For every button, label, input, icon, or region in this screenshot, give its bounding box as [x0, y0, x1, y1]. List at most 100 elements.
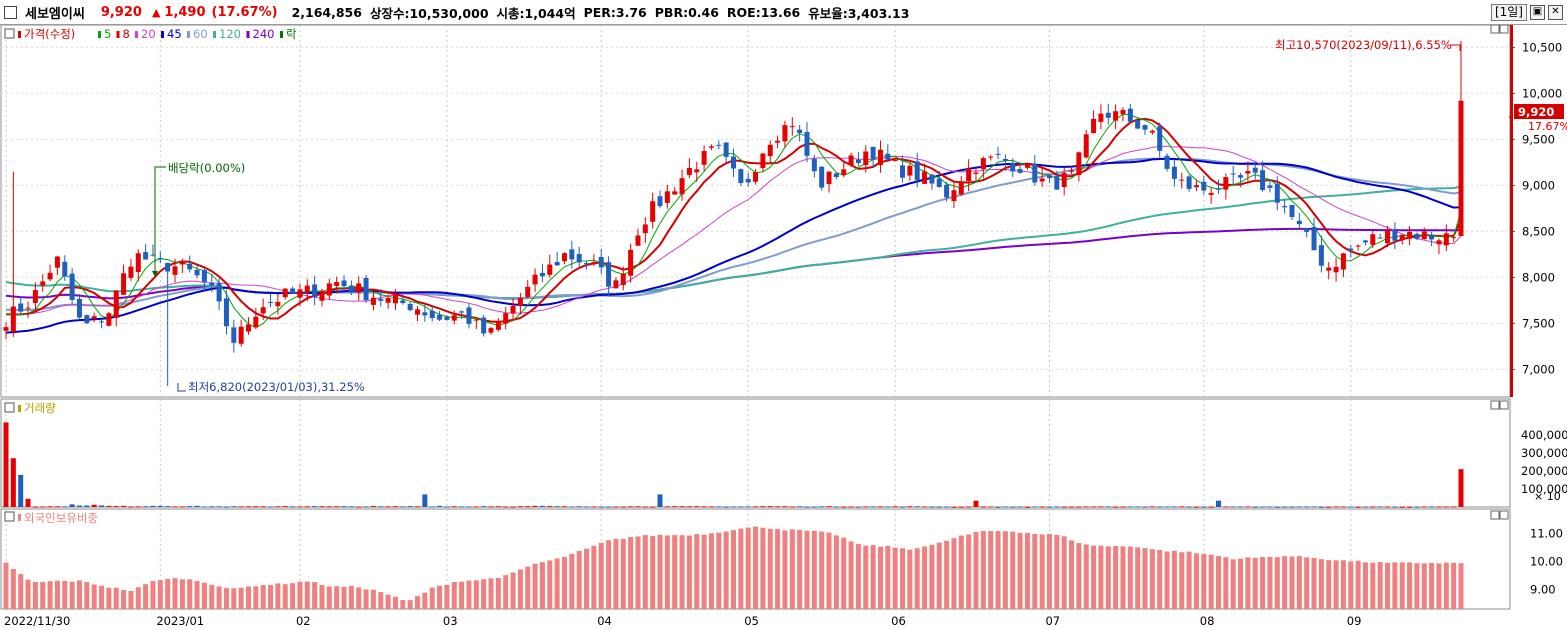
candle	[223, 298, 229, 327]
panel-restore-icon[interactable]	[1490, 400, 1500, 410]
candle	[811, 158, 817, 172]
x-axis-label: 09	[1347, 614, 1362, 628]
foreign-ratio-bar	[716, 532, 722, 609]
foreign-ratio-bar	[47, 581, 53, 609]
x-axis-label: 04	[597, 614, 612, 628]
foreign-ratio-bar	[569, 553, 575, 609]
foreign-ratio-bar	[407, 600, 413, 609]
candle	[370, 297, 376, 305]
candle	[716, 144, 722, 146]
candle	[437, 314, 443, 320]
volume-bar	[988, 506, 994, 508]
volume-bar	[517, 506, 523, 508]
volume-tick-label: 300,000	[1521, 446, 1567, 460]
foreign-ratio-bar	[980, 530, 986, 609]
foreign-ratio-bar	[1149, 549, 1155, 609]
candle	[179, 260, 185, 265]
legend-swatch	[280, 31, 283, 38]
candle	[958, 182, 964, 195]
foreign-ratio-bar	[584, 548, 590, 609]
volume-bar	[76, 505, 82, 507]
volume-panel[interactable]	[0, 398, 1511, 508]
candle	[510, 305, 516, 314]
candle	[1348, 248, 1354, 251]
panel-close-icon[interactable]	[1499, 25, 1509, 34]
candle	[753, 172, 759, 182]
foreign-ratio-bar	[870, 545, 876, 609]
volume-bar	[826, 506, 832, 508]
volume-bar	[1355, 506, 1361, 508]
volume-bar	[69, 504, 75, 507]
period-button[interactable]: [1일]	[1490, 4, 1527, 21]
candle	[1157, 126, 1163, 151]
foreign-ratio-bar	[1164, 551, 1170, 609]
candle	[841, 169, 847, 175]
candle	[268, 301, 274, 303]
candle	[1245, 170, 1251, 174]
foreign-ratio-bar	[84, 581, 90, 609]
volume-bar	[804, 506, 810, 508]
candle	[539, 272, 545, 277]
panel-checkbox[interactable]	[4, 28, 15, 39]
close-icon[interactable]: ✕	[1548, 5, 1563, 20]
candle	[1252, 167, 1258, 173]
foreign-ratio-bar	[1326, 560, 1332, 609]
panel-restore-icon[interactable]	[1490, 510, 1500, 520]
volume-bar	[238, 506, 244, 508]
stock-name: 세보엠이씨	[25, 6, 85, 22]
volume-bar	[334, 506, 340, 508]
reserve-ratio: 유보율:3,403.13	[808, 5, 910, 21]
foreign-ratio-bar	[701, 534, 707, 609]
volume-bar	[944, 506, 950, 508]
foreign-ratio-bar	[686, 535, 692, 609]
candle	[1443, 233, 1449, 246]
foreign-ratio-bar	[1216, 556, 1221, 609]
panel-close-icon[interactable]	[1499, 400, 1509, 410]
volume-bar	[385, 506, 391, 508]
foreign-ratio-bar	[312, 582, 318, 609]
volume-bar	[1113, 506, 1119, 508]
select-checkbox[interactable]	[4, 5, 17, 19]
volume-bar	[231, 506, 237, 508]
foreign-ratio-bar	[738, 528, 744, 609]
stock-chart[interactable]: 10,500 10,000 9,500 9,000 8,500 8,000 7,500 7,0…	[0, 25, 1567, 630]
price-panel[interactable]	[0, 25, 1511, 398]
up-arrow-icon: ▲	[151, 5, 161, 19]
panel-restore-icon[interactable]	[1490, 25, 1500, 34]
candle	[312, 284, 318, 298]
foreign-ratio-bar	[378, 592, 384, 609]
panel-checkbox[interactable]	[4, 402, 15, 413]
volume-bar	[539, 505, 545, 507]
panel-checkbox[interactable]	[4, 511, 15, 522]
foreign-ratio-bar	[91, 584, 97, 609]
foreign-ratio-bar	[885, 545, 891, 609]
candle	[400, 300, 406, 304]
volume-bar	[1429, 506, 1435, 508]
foreign-ratio-bar	[606, 540, 612, 609]
candle	[1171, 166, 1177, 179]
candle	[1370, 234, 1376, 245]
price-tick-label: 8,000	[1522, 270, 1555, 284]
foreign-ratio-bar	[1039, 534, 1045, 609]
volume-bar	[1157, 506, 1163, 508]
candle	[503, 313, 509, 324]
volume-bar	[951, 506, 957, 508]
volume-bar	[561, 506, 567, 508]
volume-bar	[363, 506, 369, 508]
legend-item: 8	[123, 27, 130, 41]
volume-bar	[187, 506, 193, 508]
volume-bar	[966, 506, 972, 508]
panel-close-icon[interactable]	[1499, 510, 1509, 520]
foreign-ratio-bar	[238, 587, 244, 609]
volume-bar	[657, 494, 663, 507]
candle	[929, 174, 935, 184]
legend-item: 240	[253, 27, 275, 41]
foreign-ratio-bar	[525, 566, 531, 609]
minimize-icon[interactable]: ▣	[1530, 5, 1545, 20]
candle	[1223, 177, 1229, 190]
candle	[1113, 111, 1119, 121]
volume-bar	[437, 505, 443, 507]
volume-bar	[980, 506, 986, 508]
foreign-ratio-bar	[1186, 551, 1192, 609]
candle	[620, 273, 626, 285]
